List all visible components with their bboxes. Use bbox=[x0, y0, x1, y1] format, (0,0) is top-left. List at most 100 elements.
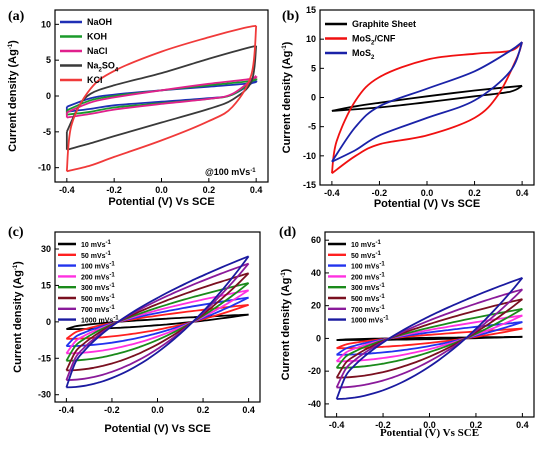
series-line-lower-7 bbox=[66, 263, 250, 381]
series-line-upper-3 bbox=[331, 41, 523, 163]
legend-label: 50 mVs-1 bbox=[81, 251, 112, 260]
y-tick-label: 10 bbox=[41, 19, 51, 29]
series-line-upper-4 bbox=[65, 44, 257, 133]
x-tick-label: 0.4 bbox=[516, 420, 529, 430]
legend-label: 1000 mVs-1 bbox=[351, 316, 389, 325]
legend-label: Na2SO4 bbox=[87, 61, 119, 74]
series-line-upper-7 bbox=[65, 262, 249, 381]
y-tick-label: 15 bbox=[306, 5, 316, 15]
series-line-upper-2 bbox=[336, 327, 523, 350]
y-tick-label: -15 bbox=[303, 180, 316, 190]
panel-label: (d) bbox=[279, 225, 296, 240]
y-tick-label: -10 bbox=[38, 163, 51, 173]
series-line-lower-3 bbox=[331, 41, 523, 163]
y-axis-title: Current density (Ag-1) bbox=[280, 268, 292, 380]
chart-panel-4: -0.4 -0.2 0.0 0.2 0.4 -40 -20 0 20 40 60 Potential … bbox=[279, 225, 535, 439]
y-tick-label: 15 bbox=[41, 280, 51, 290]
series-line-upper-8 bbox=[65, 255, 249, 388]
y-tick-label: 0 bbox=[46, 317, 51, 327]
y-tick-label: -40 bbox=[308, 399, 321, 409]
x-tick-label: -0.4 bbox=[59, 185, 75, 195]
legend-label: 500 mVs-1 bbox=[351, 294, 385, 303]
legend-label: 700 mVs-1 bbox=[351, 305, 385, 314]
legend-label: 700 mVs-1 bbox=[81, 305, 115, 314]
series-group bbox=[331, 41, 523, 175]
x-axis-title: Potential (V) Vs SCE bbox=[374, 198, 480, 210]
series-line-lower-8 bbox=[336, 277, 524, 400]
y-axis-title: Current density (Ag-1) bbox=[12, 261, 24, 373]
series-line-upper-1 bbox=[66, 313, 249, 330]
x-tick-label: -0.2 bbox=[104, 405, 120, 415]
series-line-upper-7 bbox=[335, 288, 523, 388]
scan-rate-annotation: @100 mVs-1 bbox=[205, 167, 256, 177]
x-tick-label: 0.2 bbox=[470, 420, 483, 430]
y-tick-label: 5 bbox=[46, 55, 51, 65]
series-line-lower-5 bbox=[66, 25, 258, 173]
series-line-lower-5 bbox=[336, 308, 523, 369]
x-tick-label: -0.4 bbox=[329, 420, 345, 430]
y-tick-label: 30 bbox=[41, 244, 51, 254]
y-tick-label: 0 bbox=[46, 91, 51, 101]
legend-label: NaOH bbox=[87, 17, 112, 27]
series-line-upper-1 bbox=[331, 84, 523, 112]
x-tick-label: 0.4 bbox=[516, 188, 529, 198]
series-line-lower-1 bbox=[336, 335, 523, 341]
x-tick-label: 0.0 bbox=[423, 420, 436, 430]
legend-label: Graphite Sheet bbox=[352, 19, 416, 29]
series-line-upper-4 bbox=[335, 314, 523, 362]
series-line-lower-6 bbox=[336, 298, 523, 379]
legend-label: 100 mVs-1 bbox=[81, 262, 115, 271]
y-tick-label: 5 bbox=[311, 63, 316, 73]
panel-label: (c) bbox=[8, 225, 24, 240]
x-tick-label: 0.2 bbox=[203, 185, 216, 195]
x-axis-title: Potential (V) Vs SCE bbox=[104, 423, 210, 435]
series-line-upper-6 bbox=[335, 298, 523, 379]
legend-label: 10 mVs-1 bbox=[81, 240, 112, 249]
y-axis-title: Current density (Ag-1) bbox=[281, 41, 293, 153]
panel-label: (b) bbox=[282, 9, 299, 24]
series-group bbox=[335, 276, 524, 400]
y-tick-label: -5 bbox=[308, 122, 316, 132]
chart-panel-2: -0.4 -0.2 0.0 0.2 0.4 -15 -10 -5 0 5 10 15 Potential… bbox=[281, 5, 535, 210]
legend-label: 200 mVs-1 bbox=[351, 272, 385, 281]
x-tick-label: 0.0 bbox=[155, 185, 168, 195]
y-tick-label: 60 bbox=[311, 235, 321, 245]
x-tick-label: 0.0 bbox=[151, 405, 164, 415]
y-tick-label: 0 bbox=[311, 93, 316, 103]
series-line-upper-8 bbox=[335, 276, 523, 400]
legend-label: 50 mVs-1 bbox=[351, 251, 382, 260]
legend-label: 300 mVs-1 bbox=[81, 283, 115, 292]
series-line-lower-3 bbox=[66, 75, 257, 119]
series-line-lower-4 bbox=[66, 289, 250, 355]
series-group bbox=[65, 24, 258, 173]
y-tick-label: -30 bbox=[38, 390, 51, 400]
y-axis-title: Current density (Ag-1) bbox=[7, 40, 19, 152]
chart-panel-3: -0.4 -0.2 0.0 0.2 0.4 -30 -15 0 15 30 Potential (V… bbox=[8, 225, 261, 435]
series-line-upper-6 bbox=[65, 272, 249, 371]
chart-panel-1: -0.4 -0.2 0.0 0.2 0.4 -10 -5 0 5 10 Potential (V) … bbox=[7, 9, 269, 208]
y-tick-label: 40 bbox=[311, 268, 321, 278]
x-tick-label: 0.0 bbox=[421, 188, 434, 198]
series-line-lower-7 bbox=[336, 288, 524, 389]
series-line-lower-4 bbox=[66, 45, 258, 151]
series-line-upper-5 bbox=[65, 282, 249, 362]
series-group bbox=[65, 255, 250, 389]
legend-label: 300 mVs-1 bbox=[351, 283, 385, 292]
series-line-lower-3 bbox=[66, 296, 249, 347]
y-tick-label: -5 bbox=[43, 127, 51, 137]
legend-label: NaCl bbox=[87, 46, 108, 56]
legend-label: 100 mVs-1 bbox=[351, 262, 385, 271]
x-axis-title: Potential (V) Vs SCE bbox=[380, 427, 479, 439]
y-tick-label: -15 bbox=[38, 353, 51, 363]
series-line-upper-5 bbox=[335, 308, 523, 369]
series-line-lower-4 bbox=[336, 314, 523, 363]
x-axis-title: Potential (V) Vs SCE bbox=[108, 196, 214, 208]
legend-label: 200 mVs-1 bbox=[81, 272, 115, 281]
x-tick-label: 0.4 bbox=[250, 185, 263, 195]
series-line-upper-5 bbox=[65, 24, 257, 172]
legend-label: 500 mVs-1 bbox=[81, 294, 115, 303]
x-tick-label: -0.2 bbox=[375, 420, 391, 430]
series-line-lower-8 bbox=[66, 255, 250, 389]
y-tick-label: -10 bbox=[303, 151, 316, 161]
